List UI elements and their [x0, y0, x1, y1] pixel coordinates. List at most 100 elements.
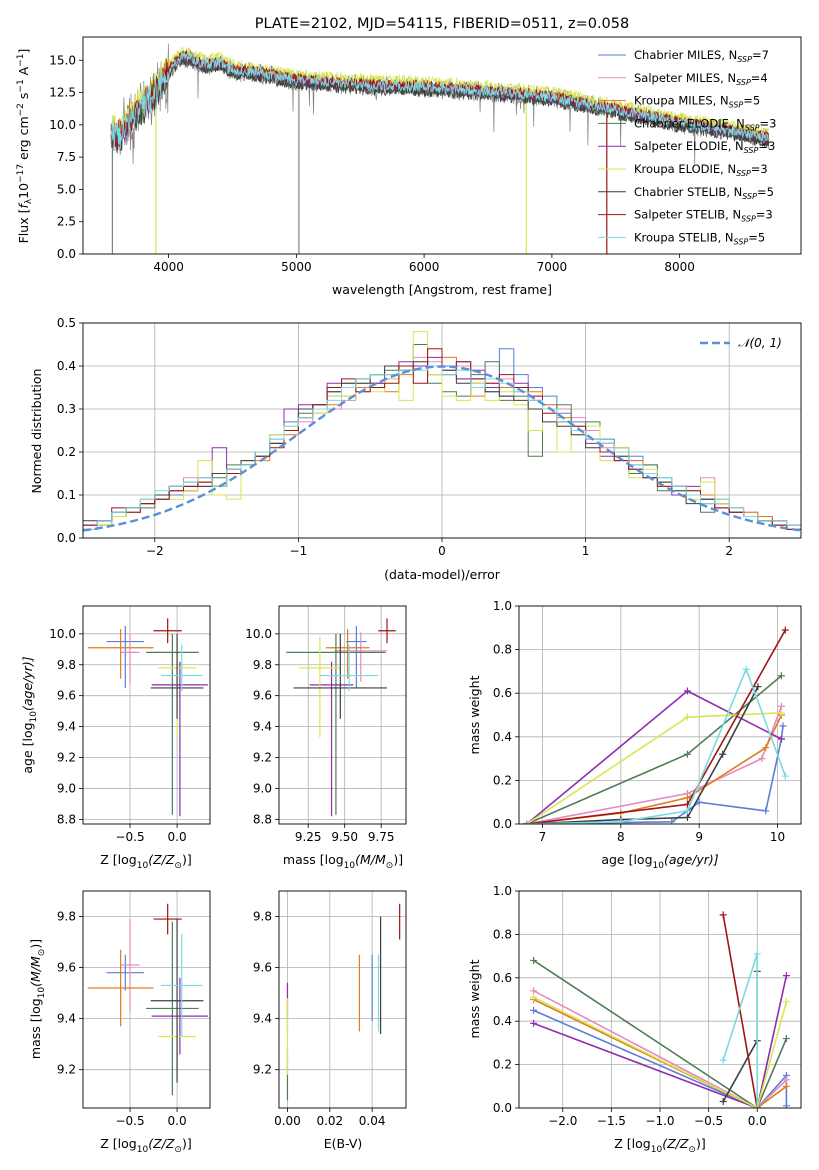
x-tick-label: 0.00: [274, 1114, 301, 1128]
x-tick-label: 8: [617, 830, 625, 844]
marker-ks: [753, 1104, 761, 1108]
panel-6: 0.00 0.02 0.04 9.2 9.4 9.6 9.8: [253, 890, 407, 1128]
label-part: age [log: [20, 722, 35, 773]
label-part: ⊙: [688, 1145, 696, 1155]
axes-frame: [82, 322, 802, 539]
mass-weight-line-cm: [533, 1009, 788, 1108]
x-tick-label: −2.0: [548, 1114, 577, 1128]
y-tick-label: 9.0: [57, 781, 76, 795]
label-part: SSP: [741, 215, 756, 224]
legend-entry-ce: Chabrier ELODIE, NSSP=3: [634, 116, 776, 132]
x-axis-label: Z [log10(Z/Z⊙)]: [100, 852, 191, 871]
axes-frame: [82, 890, 211, 1109]
label-part: −1: [16, 79, 26, 92]
marker-km: [782, 1082, 790, 1090]
y-tick-label: 1.0: [493, 599, 512, 613]
label-part: =3: [758, 139, 775, 153]
axes-frame: [82, 36, 802, 255]
x-axis-label: mass [log10(M/M⊙)]: [283, 852, 403, 871]
plot-area: [83, 331, 801, 532]
mass-weight-line-sm: [533, 990, 787, 1108]
label-part: =3: [751, 162, 768, 176]
marker-ss: [719, 911, 727, 919]
marker-ks: [683, 807, 691, 815]
x-tick-label: 1: [582, 544, 590, 558]
label-part: (age/yr)]: [664, 852, 719, 867]
marker-sm: [777, 702, 785, 710]
y-tick-label: 9.4: [253, 720, 272, 734]
mass-weight-line-ss: [722, 914, 758, 1108]
y-tick-label: 2.5: [57, 215, 76, 229]
y-tick-label: 15.0: [49, 53, 76, 67]
marker-sm: [758, 755, 766, 763]
marker-ks: [742, 665, 750, 673]
marker-cs: [683, 813, 691, 821]
y-tick-label: 7.5: [57, 150, 76, 164]
label-part: Kroupa ELODIE, N: [634, 162, 736, 176]
marker-ss: [781, 626, 789, 634]
y-tick-label: 9.2: [253, 1063, 272, 1077]
label-part: SSP: [737, 55, 752, 64]
y-axis-label: mass weight: [467, 959, 482, 1038]
label-part: s: [16, 93, 31, 104]
y-tick-label: 0.4: [57, 359, 76, 373]
histogram-ks: [83, 365, 801, 530]
marker-ks: [719, 1056, 727, 1064]
y-tick-label: 0.8: [493, 927, 512, 941]
x-tick-label: 0.0: [748, 1114, 767, 1128]
axes-frame: [82, 605, 211, 825]
label-part: )]: [182, 1136, 192, 1151]
marker-ke: [782, 998, 790, 1006]
label-part: SSP: [742, 192, 757, 201]
x-axis-label: (data-model)/error: [384, 567, 501, 582]
marker-cs: [754, 683, 762, 691]
marker-ks: [523, 820, 531, 824]
label-part: ⊙: [386, 861, 394, 871]
x-tick-label: 4000: [153, 260, 184, 274]
plot-area: [110, 43, 770, 254]
x-tick-label: 7: [539, 830, 547, 844]
panel-7: −2.0 −1.5 −1.0 −0.5 0.0 0.0 0.2 0.4 0.6 0.8 1.0: [493, 884, 802, 1128]
marker-ce: [782, 1035, 790, 1043]
model-spectrum-ke: [110, 46, 770, 141]
marker-cm: [762, 807, 770, 815]
y-tick-label: 0.4: [493, 730, 512, 744]
axes-frame: [278, 605, 407, 825]
y-tick-label: 12.5: [49, 86, 76, 100]
y-tick-label: 0.0: [57, 247, 76, 261]
label-part: mass [log: [28, 998, 43, 1059]
plot-area: [286, 903, 401, 1101]
mass-weight-line-ks: [722, 953, 758, 1108]
y-tick-label: 9.6: [253, 689, 272, 703]
label-part: =7: [752, 48, 769, 62]
plot-area: [87, 618, 209, 817]
marker-cm: [779, 722, 787, 730]
label-part: Chabrier STELIB, N: [634, 185, 742, 199]
label-part: Salpeter MILES, N: [634, 71, 736, 85]
label-part: Chabrier MILES, N: [634, 48, 737, 62]
mass-weight-line-ce: [533, 959, 788, 1108]
axes-frame: [518, 890, 802, 1109]
x-tick-label: 2: [725, 544, 733, 558]
label-part: SSP: [736, 169, 751, 178]
marker-se: [777, 735, 785, 743]
x-axis-label: E(B-V): [324, 1136, 363, 1151]
marker-sm: [782, 1076, 790, 1084]
x-axis-label: age [log10(age/yr)]: [601, 852, 718, 871]
label-part: (Z/Z: [148, 852, 175, 867]
mass-weight-line-se: [526, 690, 782, 824]
x-axis-label: wavelength [Angstrom, rest frame]: [332, 282, 552, 297]
y-tick-label: 9.0: [253, 781, 272, 795]
label-part: )]: [696, 1136, 706, 1151]
label-part: Z [log: [100, 852, 136, 867]
plot-area: [87, 903, 209, 1096]
label-part: Salpeter STELIB, N: [634, 208, 741, 222]
y-tick-label: 0.2: [493, 773, 512, 787]
normal-curve: [83, 365, 801, 532]
label-part: (age/yr)]: [20, 656, 35, 711]
y-tick-label: 9.8: [253, 658, 272, 672]
label-part: ⊙: [174, 861, 182, 871]
x-tick-label: 9.50: [331, 830, 358, 844]
